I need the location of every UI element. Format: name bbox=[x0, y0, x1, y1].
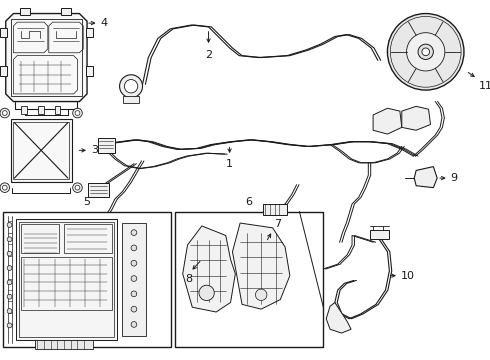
Bar bbox=[54, 106, 60, 114]
Bar bbox=[123, 96, 139, 103]
Bar bbox=[122, 223, 147, 336]
Bar bbox=[61, 8, 71, 15]
Text: 8: 8 bbox=[185, 274, 192, 284]
Text: 11: 11 bbox=[479, 81, 490, 90]
Circle shape bbox=[407, 33, 445, 71]
Circle shape bbox=[131, 260, 137, 266]
Circle shape bbox=[131, 291, 137, 297]
Bar bbox=[21, 224, 59, 253]
Text: 9: 9 bbox=[451, 173, 458, 183]
Bar bbox=[98, 138, 115, 153]
Circle shape bbox=[75, 111, 80, 116]
Circle shape bbox=[7, 222, 12, 228]
Circle shape bbox=[255, 289, 267, 301]
Bar bbox=[370, 230, 390, 239]
Circle shape bbox=[7, 309, 12, 314]
Bar bbox=[35, 340, 93, 349]
Circle shape bbox=[73, 108, 82, 118]
Bar bbox=[3, 212, 171, 347]
Circle shape bbox=[0, 108, 10, 118]
Bar bbox=[19, 222, 114, 337]
Polygon shape bbox=[373, 108, 402, 134]
Circle shape bbox=[7, 294, 12, 299]
Circle shape bbox=[0, 183, 10, 193]
Circle shape bbox=[2, 185, 7, 190]
Circle shape bbox=[131, 276, 137, 282]
Text: 10: 10 bbox=[401, 271, 415, 281]
Text: 5: 5 bbox=[84, 197, 91, 207]
Polygon shape bbox=[6, 14, 87, 102]
Bar bbox=[10, 119, 72, 182]
Text: 3: 3 bbox=[91, 145, 98, 156]
Text: 2: 2 bbox=[205, 50, 212, 60]
Circle shape bbox=[131, 245, 137, 251]
Polygon shape bbox=[232, 223, 290, 309]
Bar bbox=[13, 122, 69, 179]
Circle shape bbox=[7, 280, 12, 285]
Circle shape bbox=[120, 75, 143, 98]
Circle shape bbox=[199, 285, 214, 301]
Bar bbox=[10, 19, 82, 96]
Bar bbox=[64, 224, 112, 253]
Polygon shape bbox=[414, 167, 437, 188]
Circle shape bbox=[418, 44, 433, 59]
Polygon shape bbox=[183, 226, 235, 312]
Text: 1: 1 bbox=[226, 159, 233, 169]
Polygon shape bbox=[402, 106, 431, 130]
Text: 7: 7 bbox=[273, 219, 281, 229]
Circle shape bbox=[131, 306, 137, 312]
Circle shape bbox=[388, 14, 464, 90]
Bar bbox=[21, 257, 112, 310]
Circle shape bbox=[7, 323, 12, 328]
Text: 6: 6 bbox=[245, 197, 252, 207]
Circle shape bbox=[124, 80, 138, 93]
Circle shape bbox=[131, 230, 137, 235]
Circle shape bbox=[131, 321, 137, 327]
Circle shape bbox=[7, 266, 12, 270]
Circle shape bbox=[2, 111, 7, 116]
Bar bbox=[20, 8, 30, 15]
Text: 4: 4 bbox=[100, 18, 108, 28]
Circle shape bbox=[7, 251, 12, 256]
Bar bbox=[21, 106, 27, 114]
Circle shape bbox=[7, 237, 12, 242]
Bar bbox=[0, 66, 7, 76]
Circle shape bbox=[73, 183, 82, 193]
Bar bbox=[38, 106, 44, 114]
Bar bbox=[86, 28, 93, 37]
Bar bbox=[88, 183, 109, 197]
Bar bbox=[263, 204, 287, 215]
Bar bbox=[16, 219, 117, 340]
Polygon shape bbox=[326, 302, 351, 333]
Bar bbox=[0, 28, 7, 37]
Bar bbox=[86, 66, 93, 76]
Circle shape bbox=[422, 48, 430, 56]
Bar bbox=[175, 212, 323, 347]
Circle shape bbox=[75, 185, 80, 190]
